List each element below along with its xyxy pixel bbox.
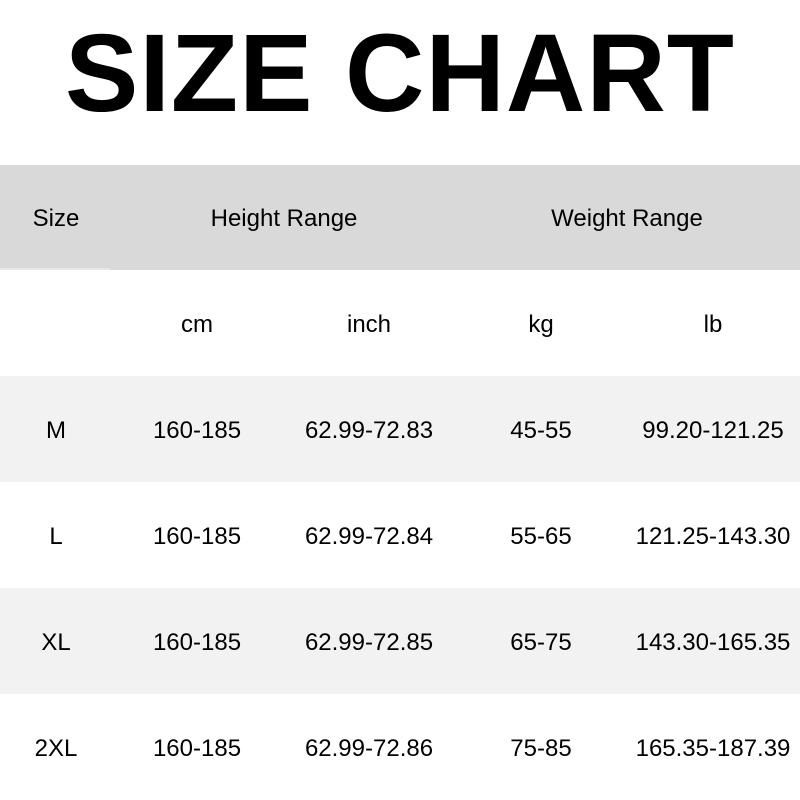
cell-size: L [49, 523, 63, 550]
cell-lb: 99.20-121.25 [642, 417, 784, 444]
cell-size: XL [41, 629, 71, 656]
cell-inch: 62.99-72.85 [304, 629, 434, 656]
unit-cm: cm [181, 311, 213, 338]
table-row [0, 694, 800, 800]
units-row [0, 270, 800, 376]
cell-cm: 160-185 [152, 523, 242, 550]
table-row [0, 376, 800, 482]
header-row [0, 165, 800, 271]
cell-lb: 143.30-165.35 [635, 629, 791, 656]
cell-kg: 45-55 [510, 417, 572, 444]
cell-cm: 160-185 [152, 417, 242, 444]
cell-inch: 62.99-72.83 [304, 417, 434, 444]
header-height-range: Height Range [210, 205, 358, 232]
cell-size: 2XL [34, 735, 78, 762]
unit-inch: inch [346, 311, 392, 338]
cell-cm: 160-185 [152, 735, 242, 762]
unit-kg: kg [528, 311, 554, 338]
cell-lb: 165.35-187.39 [635, 735, 791, 762]
cell-kg: 65-75 [510, 629, 572, 656]
header-size: Size [32, 205, 80, 232]
header-weight-range: Weight Range [551, 205, 703, 232]
table-row [0, 588, 800, 694]
cell-inch: 62.99-72.84 [304, 523, 434, 550]
table-row [0, 482, 800, 588]
cell-lb: 121.25-143.30 [635, 523, 791, 550]
cell-cm: 160-185 [152, 629, 242, 656]
cell-inch: 62.99-72.86 [304, 735, 434, 762]
header-divider [0, 268, 110, 270]
page-title: SIZE CHART [65, 12, 735, 135]
unit-lb: lb [703, 311, 723, 338]
cell-kg: 75-85 [510, 735, 572, 762]
cell-size: M [46, 417, 66, 444]
cell-kg: 55-65 [510, 523, 572, 550]
